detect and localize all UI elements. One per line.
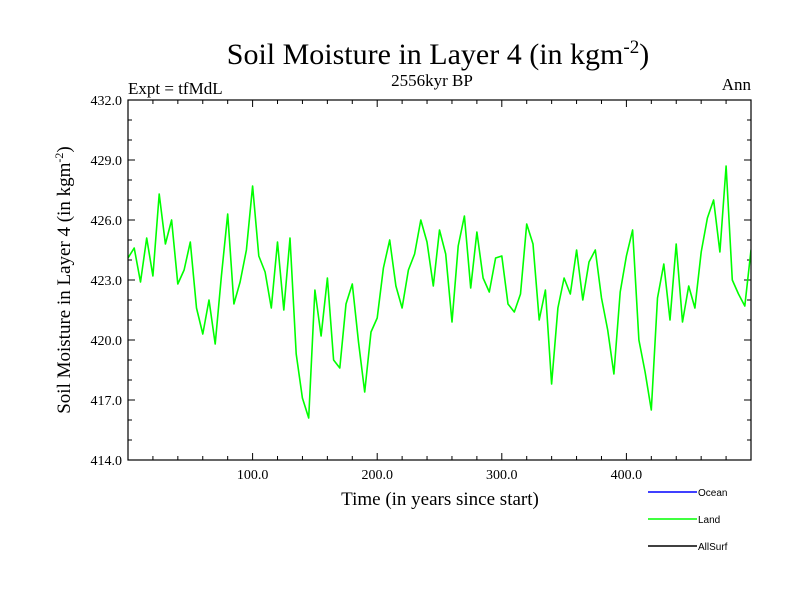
legend: Ocean Land AllSurf: [648, 488, 728, 553]
chart-title: Soil Moisture in Layer 4 (in kgm-2): [227, 37, 649, 71]
plot-frame: [127, 99, 752, 461]
y-tick-label: 414.0: [91, 454, 123, 469]
y-tick-label: 426.0: [91, 214, 123, 229]
series-line-land: [128, 165, 751, 419]
season-label: Ann: [722, 75, 752, 94]
experiment-label: Expt = tfMdL: [128, 79, 223, 98]
y-axis-label: Soil Moisture in Layer 4 (in kgm-2): [52, 146, 75, 414]
legend-label-ocean: Ocean: [698, 488, 727, 499]
y-tick-label: 432.0: [91, 94, 123, 109]
legend-label-allsurf: AllSurf: [698, 542, 728, 553]
chart-subtitle: 2556kyr BP: [391, 71, 473, 90]
x-tick-label: 300.0: [486, 468, 518, 483]
x-axis-label: Time (in years since start): [341, 489, 539, 510]
legend-label-land: Land: [698, 515, 720, 526]
y-tick-label: 423.0: [91, 274, 123, 289]
series-layer: [128, 165, 751, 419]
x-tick-label: 100.0: [237, 468, 269, 483]
y-tick-label: 420.0: [91, 334, 123, 349]
y-tick-label: 429.0: [91, 154, 123, 169]
x-tick-label: 200.0: [361, 468, 393, 483]
x-tick-label: 400.0: [611, 468, 643, 483]
y-tick-label: 417.0: [91, 394, 123, 409]
axes: 414.0 417.0 420.0 423.0 426.0 429.0 432.0 100.0…: [91, 94, 751, 483]
